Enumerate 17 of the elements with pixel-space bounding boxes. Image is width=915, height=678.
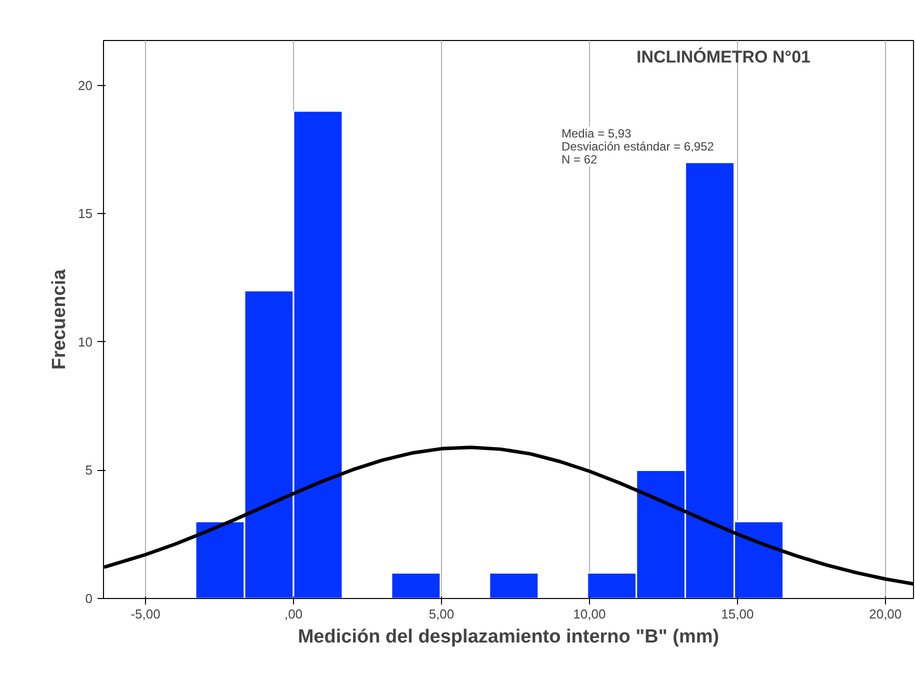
y-tick-label: 20 [78,78,93,93]
y-tick-label: 5 [85,462,93,478]
x-tick-label: -5,00 [130,606,160,622]
annotation: Desviación estándar = 6,952 [562,140,714,154]
annotation: N = 62 [562,152,598,166]
annotation: Media = 5,93 [562,126,632,140]
x-tick-label: 10,00 [573,606,606,622]
y-axis-title: Frecuencia [49,268,70,370]
y-tick-label: 15 [78,206,93,222]
x-tick-label: 5,00 [428,606,454,622]
x-tick-label: 20,00 [869,606,902,622]
x-tick-label: ,00 [284,606,303,622]
x-axis-title: Medición del desplazamiento interno "B" (mm) [298,626,720,648]
y-tick-label: 10 [78,334,93,350]
y-tick-label: 0 [85,591,93,606]
x-tick-label: 15,00 [721,606,754,622]
chart-title: INCLINÓMETRO N°01 [636,46,810,66]
